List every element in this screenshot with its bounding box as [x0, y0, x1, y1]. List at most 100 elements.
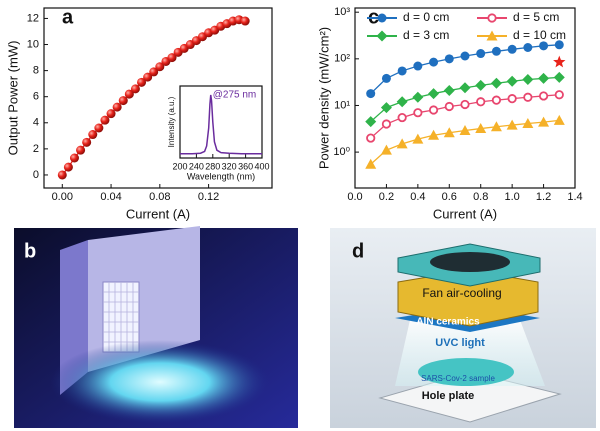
marker [118, 96, 128, 106]
marker [428, 88, 440, 100]
marker [538, 91, 549, 101]
marker [523, 92, 533, 102]
marker [397, 112, 407, 123]
legend-marker [376, 30, 388, 42]
marker [149, 67, 159, 77]
marker [428, 129, 440, 140]
y-tick-label: 2 [33, 143, 39, 155]
marker [554, 90, 564, 100]
marker [491, 95, 502, 105]
sample [418, 358, 514, 386]
marker [380, 144, 392, 155]
marker [112, 102, 122, 112]
diagram-panel: Fan air-cooling AlN ceramics UVC light S… [330, 228, 596, 428]
x-tick-label: 240 [189, 161, 204, 171]
marker [413, 61, 423, 71]
x-axis-label: Current (A) [433, 206, 497, 221]
legend-marker [377, 13, 387, 23]
y-tick-label: 10⁰ [333, 146, 350, 158]
marker [82, 137, 92, 147]
marker [76, 145, 86, 155]
marker [460, 99, 470, 110]
x-tick-label: 280 [205, 161, 220, 171]
x-tick-label: 0.4 [410, 191, 425, 203]
marker [397, 66, 407, 76]
marker [365, 158, 377, 169]
series-line [180, 94, 262, 155]
diagram-label: Hole plate [422, 390, 475, 402]
legend-marker [486, 30, 498, 41]
marker [240, 16, 250, 26]
marker [106, 109, 116, 119]
marker [476, 97, 486, 107]
marker [412, 91, 424, 103]
panel-label: a [62, 6, 74, 28]
y-axis-label: Intensity (a.u.) [167, 96, 176, 147]
legend-label: d = 3 cm [403, 28, 449, 42]
y-axis-label: Output Power (mW) [5, 41, 20, 156]
marker [507, 44, 517, 54]
marker [381, 119, 392, 129]
x-tick-label: 1.0 [504, 191, 519, 203]
marker [366, 89, 376, 99]
marker [124, 89, 134, 99]
marker [507, 94, 517, 104]
marker [506, 119, 518, 130]
marker [412, 133, 424, 144]
marker [475, 123, 487, 134]
star-marker [553, 55, 566, 68]
x-tick-label: 1.2 [536, 191, 551, 203]
marker [413, 108, 423, 118]
marker [506, 75, 518, 87]
plot-frame [354, 7, 576, 189]
marker [490, 121, 502, 132]
marker [491, 46, 501, 56]
y-tick-label: 0 [33, 169, 39, 181]
x-tick-label: 0.0 [347, 191, 362, 203]
plot-frame [179, 85, 263, 159]
diagram-label: SARS-Cov-2 sample [421, 374, 495, 383]
fan-blades [430, 252, 510, 272]
marker [443, 127, 455, 138]
y-tick-label: 10 [27, 38, 39, 50]
marker [476, 49, 486, 59]
marker [429, 57, 439, 67]
legend-label: d = 10 cm [513, 28, 566, 42]
marker [538, 72, 550, 84]
marker [553, 114, 565, 125]
marker [444, 54, 454, 64]
y-tick-label: 10² [334, 53, 350, 65]
y-tick-label: 12 [27, 12, 39, 24]
legend-label: d = 5 cm [513, 10, 559, 24]
y-tick-label: 6 [33, 91, 39, 103]
x-tick-label: 0.2 [379, 191, 394, 203]
marker [155, 62, 165, 72]
marker [381, 73, 391, 83]
marker [522, 118, 534, 129]
marker [523, 42, 533, 52]
marker [475, 79, 487, 91]
marker [396, 96, 408, 108]
marker [522, 74, 534, 86]
diagram-label: AlN ceramics [416, 317, 480, 328]
x-tick-label: 400 [254, 161, 269, 171]
marker [459, 82, 471, 94]
x-tick-label: 0.04 [100, 191, 121, 203]
panel-label: b [24, 240, 36, 262]
x-tick-label: 0.08 [149, 191, 170, 203]
marker [137, 77, 147, 87]
y-axis-label: Power density (mW/cm²) [316, 27, 331, 169]
light-spot [50, 340, 270, 424]
marker [57, 170, 67, 180]
diagram-label: UVC light [435, 337, 485, 349]
marker [94, 123, 104, 133]
panel-label: d [352, 240, 364, 262]
legend-label: d = 0 cm [403, 10, 449, 24]
annotation: @275 nm [213, 90, 257, 101]
x-tick-label: 360 [238, 161, 253, 171]
marker [167, 53, 177, 63]
marker [143, 72, 153, 82]
marker [459, 125, 471, 136]
marker [443, 84, 455, 96]
